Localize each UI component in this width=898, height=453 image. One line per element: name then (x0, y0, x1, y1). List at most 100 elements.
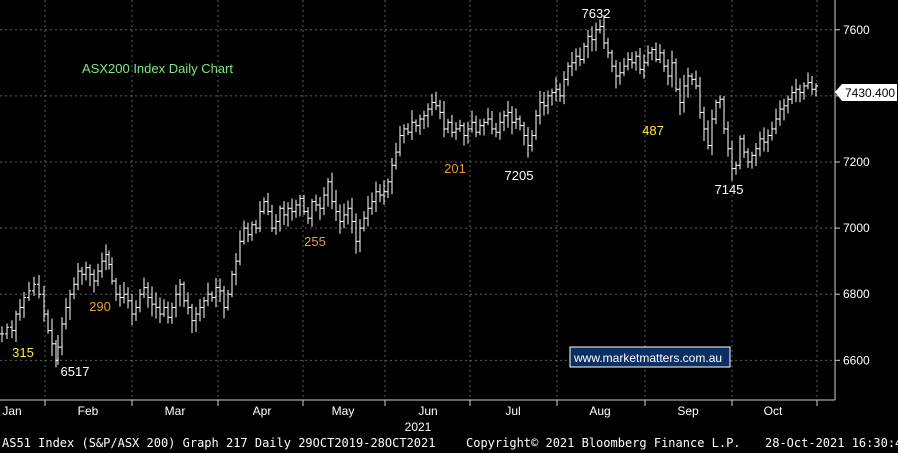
price-bar (742, 134, 746, 158)
price-bar (782, 98, 786, 121)
price-bar (342, 203, 346, 229)
price-bar (32, 276, 36, 296)
price-bar (110, 257, 114, 285)
price-bar (622, 58, 626, 76)
price-bar (182, 281, 186, 308)
price-bar (526, 127, 530, 158)
price-bar (738, 135, 742, 170)
price-bar (126, 287, 130, 309)
price-bar (390, 158, 394, 195)
footer-right: 28-Oct-2021 16:30:45 (765, 436, 898, 450)
annotation-label: 7632 (582, 6, 611, 21)
watermark: www.marketmatters.com.au (569, 346, 731, 368)
price-bar (778, 100, 782, 126)
price-bar (558, 83, 562, 102)
price-bar (414, 119, 418, 133)
price-bar (786, 95, 790, 114)
price-bar (246, 222, 250, 243)
price-bar (80, 266, 84, 285)
price-bar (710, 109, 714, 156)
price-bar (286, 202, 290, 227)
price-bar (326, 177, 330, 207)
price-bar (642, 54, 646, 79)
price-bar (122, 282, 126, 304)
price-bar (382, 180, 386, 205)
price-bar (470, 110, 474, 133)
price-bar (566, 62, 570, 86)
price-bar (142, 277, 146, 299)
price-bar (806, 72, 810, 90)
price-bar (638, 47, 642, 75)
price-bar (37, 274, 41, 299)
price-bar (598, 19, 602, 34)
price-bar (506, 100, 510, 128)
y-tick-label: 7000 (843, 221, 870, 235)
price-bar (238, 230, 242, 266)
price-bar (218, 278, 222, 303)
price-bar (730, 140, 734, 181)
price-bar (398, 126, 402, 157)
price-bar (174, 284, 178, 318)
x-tick-label: Mar (165, 404, 186, 418)
price-bar (694, 70, 698, 90)
price-bar (490, 111, 494, 135)
price-bar (666, 59, 670, 86)
price-bar (60, 317, 64, 356)
price-bar (250, 221, 254, 241)
price-bar (514, 108, 518, 130)
price-bar (322, 187, 326, 216)
x-tick-label: Aug (589, 404, 610, 418)
price-bar (64, 298, 68, 330)
price-bar (274, 214, 278, 235)
price-bar (534, 109, 538, 140)
price-bar (306, 207, 310, 224)
price-bar (330, 172, 334, 210)
price-bar (586, 29, 590, 59)
price-bar (630, 52, 634, 69)
price-bar (750, 151, 754, 169)
price-bar (234, 253, 238, 286)
price-bar (570, 51, 574, 77)
price-bar (146, 282, 150, 308)
price-bar (278, 205, 282, 232)
price-bar (654, 42, 658, 63)
price-bar (230, 270, 234, 298)
annotation-label: 7205 (505, 168, 534, 183)
price-bar (510, 105, 514, 135)
price-bar (166, 301, 170, 324)
price-bar (814, 83, 818, 97)
price-bar (222, 285, 226, 319)
price-bar (130, 293, 134, 326)
price-bar (138, 288, 142, 313)
price-bar (406, 123, 410, 136)
price-bar (674, 58, 678, 92)
price-bars (0, 14, 818, 368)
grid-lines (0, 0, 835, 400)
price-bar (84, 261, 88, 281)
price-bar (170, 302, 174, 324)
price-bar (54, 339, 58, 368)
price-bar (734, 161, 738, 175)
price-bar (190, 303, 194, 334)
price-bar (270, 204, 274, 232)
price-bar (96, 263, 100, 286)
price-bar (646, 45, 650, 67)
price-bar (574, 48, 578, 71)
price-bar (754, 143, 758, 167)
price-bar (298, 194, 302, 217)
price-bar (210, 291, 214, 302)
price-bar (46, 309, 50, 334)
price-bar (578, 47, 582, 66)
price-bar (350, 197, 354, 234)
price-bar (794, 78, 798, 103)
price-bar (614, 60, 618, 89)
price-bar (114, 277, 118, 301)
chart-title: ASX200 Index Daily Chart (82, 61, 233, 76)
price-bar (92, 269, 96, 293)
price-bar (590, 26, 594, 52)
price-bar (162, 299, 166, 317)
price-bar (314, 194, 318, 212)
price-bar (662, 49, 666, 72)
price-bar (346, 200, 350, 225)
price-bar (374, 181, 378, 213)
